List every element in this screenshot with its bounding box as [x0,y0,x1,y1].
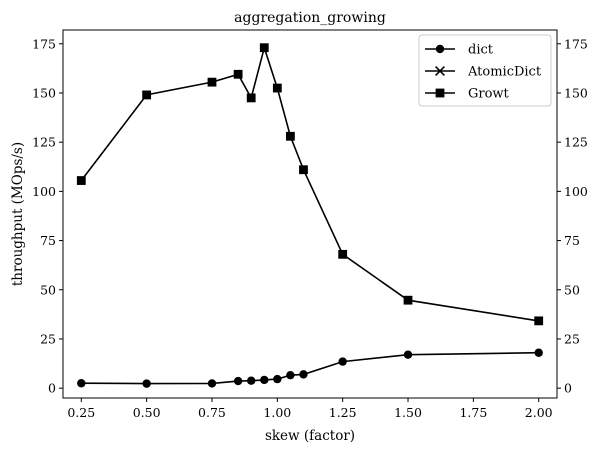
y-tick-right-label: 175 [564,36,588,51]
y-tick-right-label: 150 [564,85,588,100]
y-tick-left-label: 100 [32,184,56,199]
x-tick-label: 0.50 [133,405,161,420]
y-tick-left-label: 75 [40,233,56,248]
x-tick-label: 1.75 [459,405,487,420]
data-point [534,348,543,357]
x-tick-label: 0.75 [198,405,226,420]
data-point [142,379,151,388]
legend: dict AtomicDict Growt [418,34,552,107]
y-ticks-left: 0 25 50 75 100 125 150 175 [32,36,63,396]
series-layer [76,43,544,388]
data-point [233,376,243,386]
y-tick-right-label: 0 [564,381,572,396]
data-point [272,83,282,93]
y-tick-left-label: 50 [40,282,56,297]
y-tick-left-label: 0 [48,381,56,396]
y-axis-label: throughput (MOps/s) [10,142,26,286]
data-point [338,357,347,366]
data-point [403,350,413,359]
y-tick-right-label: 50 [564,282,580,297]
y-tick-left-label: 150 [32,85,56,100]
legend-marker [435,44,445,54]
legend-marker [435,88,445,98]
y-tick-left-label: 125 [32,135,56,150]
y-ticks-right: 0 25 50 75 100 125 150 175 [557,36,588,396]
data-point [246,93,256,103]
y-tick-right-label: 125 [564,135,588,150]
legend-frame [418,34,552,107]
data-point [260,375,269,385]
data-point [76,176,86,185]
data-point [403,295,413,305]
legend-label: AtomicDict [467,65,542,80]
data-point [207,77,217,87]
data-point [286,370,295,380]
y-tick-left-label: 175 [32,36,56,51]
legend-item: dict [425,43,494,58]
data-point [273,374,282,384]
data-point [285,131,295,141]
series-line [81,351,539,385]
y-tick-left-label: 25 [40,331,56,346]
x-tick-label: 0.25 [67,405,95,420]
legend-marker [435,66,445,76]
data-point [338,249,348,259]
x-tick-label: 2.00 [525,405,553,420]
legend-label: dict [468,43,494,58]
data-point [207,379,217,388]
data-point [299,165,308,175]
x-tick-label: 1.50 [394,405,422,420]
data-point [299,370,308,379]
series-dict [77,348,543,388]
data-point [259,43,269,53]
legend-item: AtomicDict [425,65,542,80]
series-growt [76,43,544,326]
x-ticks: 0.25 0.50 0.75 1.00 1.25 1.50 1.75 2.00 [67,398,553,420]
x-tick-label: 1.00 [263,405,291,420]
data-point [77,379,86,388]
legend-label: Growt [468,87,510,102]
y-tick-right-label: 25 [564,331,580,346]
data-point [142,90,152,100]
data-point [233,69,243,79]
legend-item: Growt [425,87,510,102]
y-tick-right-label: 75 [564,233,580,248]
x-tick-label: 1.25 [329,405,357,420]
x-axis-label: skew (factor) [265,428,355,444]
chart-title: aggregation_growing [234,10,386,26]
data-point [246,376,256,385]
data-point [534,316,544,326]
series-line [80,44,539,322]
y-tick-right-label: 100 [564,184,588,199]
